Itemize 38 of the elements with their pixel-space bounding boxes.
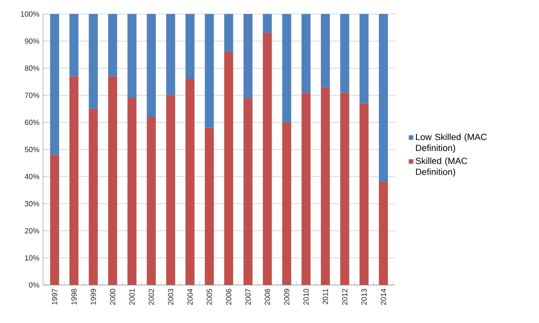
bar — [88, 14, 98, 109]
bar — [127, 98, 136, 285]
bar — [320, 87, 330, 285]
bar — [204, 14, 214, 128]
bar — [360, 14, 369, 104]
bar — [185, 14, 194, 80]
bar — [69, 14, 78, 76]
bar — [127, 14, 136, 98]
bar — [282, 122, 292, 285]
legend-label: Skilled (MAC Definition) — [416, 157, 468, 177]
bar — [166, 14, 176, 96]
bar — [378, 14, 388, 182]
bar — [282, 14, 292, 122]
bar — [146, 116, 156, 285]
bar — [224, 52, 234, 285]
bar — [166, 95, 176, 285]
bar — [340, 92, 350, 285]
bar — [320, 14, 330, 88]
bar — [262, 32, 272, 285]
bar — [185, 79, 194, 285]
bar — [302, 14, 311, 93]
bar — [360, 103, 369, 285]
bar — [244, 98, 253, 285]
bar — [108, 76, 118, 285]
bar — [302, 92, 311, 285]
bar — [108, 14, 118, 76]
bar — [204, 128, 214, 285]
bar — [69, 76, 78, 285]
bar — [50, 14, 60, 155]
bar — [262, 14, 272, 33]
bar — [146, 14, 156, 117]
bar — [50, 154, 60, 285]
bar — [340, 14, 350, 93]
bar — [88, 108, 98, 285]
bar — [378, 182, 388, 285]
legend-label: Low Skilled (MAC Definition) — [416, 134, 487, 153]
bar — [224, 14, 234, 52]
bar — [244, 14, 253, 98]
